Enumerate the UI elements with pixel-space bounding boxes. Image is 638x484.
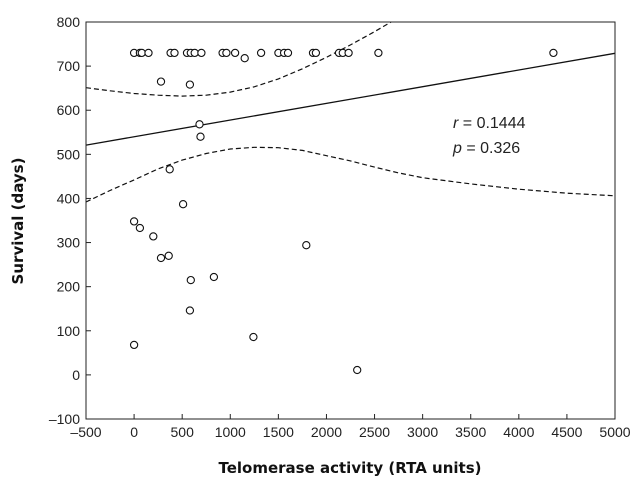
x-axis-title: Telomerase activity (RTA units) bbox=[218, 459, 481, 477]
data-point bbox=[209, 272, 219, 282]
data-point bbox=[197, 48, 206, 58]
p-symbol: p bbox=[452, 140, 462, 157]
confidence-band-upper bbox=[86, 22, 393, 97]
data-point bbox=[129, 217, 139, 226]
data-point bbox=[149, 232, 158, 241]
x-tick-label: 4500 bbox=[551, 424, 582, 440]
data-point bbox=[129, 340, 139, 350]
y-tick-label: 100 bbox=[57, 323, 81, 339]
y-tick-label: 0 bbox=[72, 367, 80, 383]
regression-line bbox=[86, 52, 615, 146]
data-point bbox=[144, 48, 153, 58]
x-tick-label: 3500 bbox=[455, 424, 486, 440]
x-tick-label: –500 bbox=[70, 424, 101, 440]
confidence-band-lower bbox=[86, 146, 615, 203]
x-tick-label: 2500 bbox=[359, 424, 390, 440]
data-point bbox=[302, 241, 311, 250]
r-symbol: r bbox=[453, 115, 459, 132]
y-tick-label: 700 bbox=[57, 58, 81, 74]
y-tick-label: –100 bbox=[49, 411, 80, 427]
data-point bbox=[185, 80, 195, 89]
y-tick-label: 400 bbox=[57, 190, 81, 206]
data-point bbox=[170, 48, 179, 58]
data-point bbox=[196, 132, 205, 141]
data-point bbox=[190, 48, 199, 58]
y-axis-title: Survival (days) bbox=[9, 158, 27, 285]
data-point bbox=[353, 365, 362, 375]
y-tick-label: 800 bbox=[57, 14, 81, 30]
data-point bbox=[156, 77, 166, 86]
y-tick-label: 500 bbox=[57, 146, 81, 162]
x-tick-label: 2000 bbox=[311, 424, 342, 440]
data-point bbox=[164, 251, 173, 260]
data-point bbox=[186, 275, 195, 285]
data-point bbox=[230, 48, 240, 58]
r-value: = 0.1444 bbox=[458, 115, 525, 132]
data-point bbox=[185, 306, 195, 315]
x-tick-label: 3000 bbox=[407, 424, 438, 440]
p-annotation: p = 0.326 bbox=[452, 140, 520, 157]
data-point bbox=[156, 253, 166, 263]
data-point bbox=[311, 48, 321, 58]
p-value: = 0.326 bbox=[462, 140, 520, 157]
data-point bbox=[283, 48, 293, 58]
data-point bbox=[249, 332, 258, 342]
x-tick-label: 0 bbox=[130, 424, 138, 440]
data-point bbox=[195, 120, 204, 129]
data-point bbox=[165, 165, 174, 174]
x-tick-label: 500 bbox=[171, 424, 195, 440]
data-point bbox=[137, 48, 146, 58]
data-point bbox=[222, 48, 231, 58]
data-point bbox=[240, 54, 249, 63]
x-tick-label: 5000 bbox=[599, 424, 630, 440]
y-tick-label: 200 bbox=[57, 279, 81, 295]
data-point bbox=[256, 48, 266, 58]
plot-frame bbox=[85, 21, 616, 420]
y-tick-label: 600 bbox=[57, 102, 81, 118]
x-tick-label: 1000 bbox=[215, 424, 246, 440]
r-annotation: r = 0.1444 bbox=[453, 115, 526, 132]
data-point bbox=[344, 48, 353, 58]
y-tick-label: 300 bbox=[57, 235, 81, 251]
x-tick-label: 4000 bbox=[503, 424, 534, 440]
data-point bbox=[374, 48, 383, 58]
data-point bbox=[549, 48, 558, 58]
x-tick-label: 1500 bbox=[263, 424, 294, 440]
data-point bbox=[178, 200, 188, 209]
data-point bbox=[135, 223, 145, 233]
